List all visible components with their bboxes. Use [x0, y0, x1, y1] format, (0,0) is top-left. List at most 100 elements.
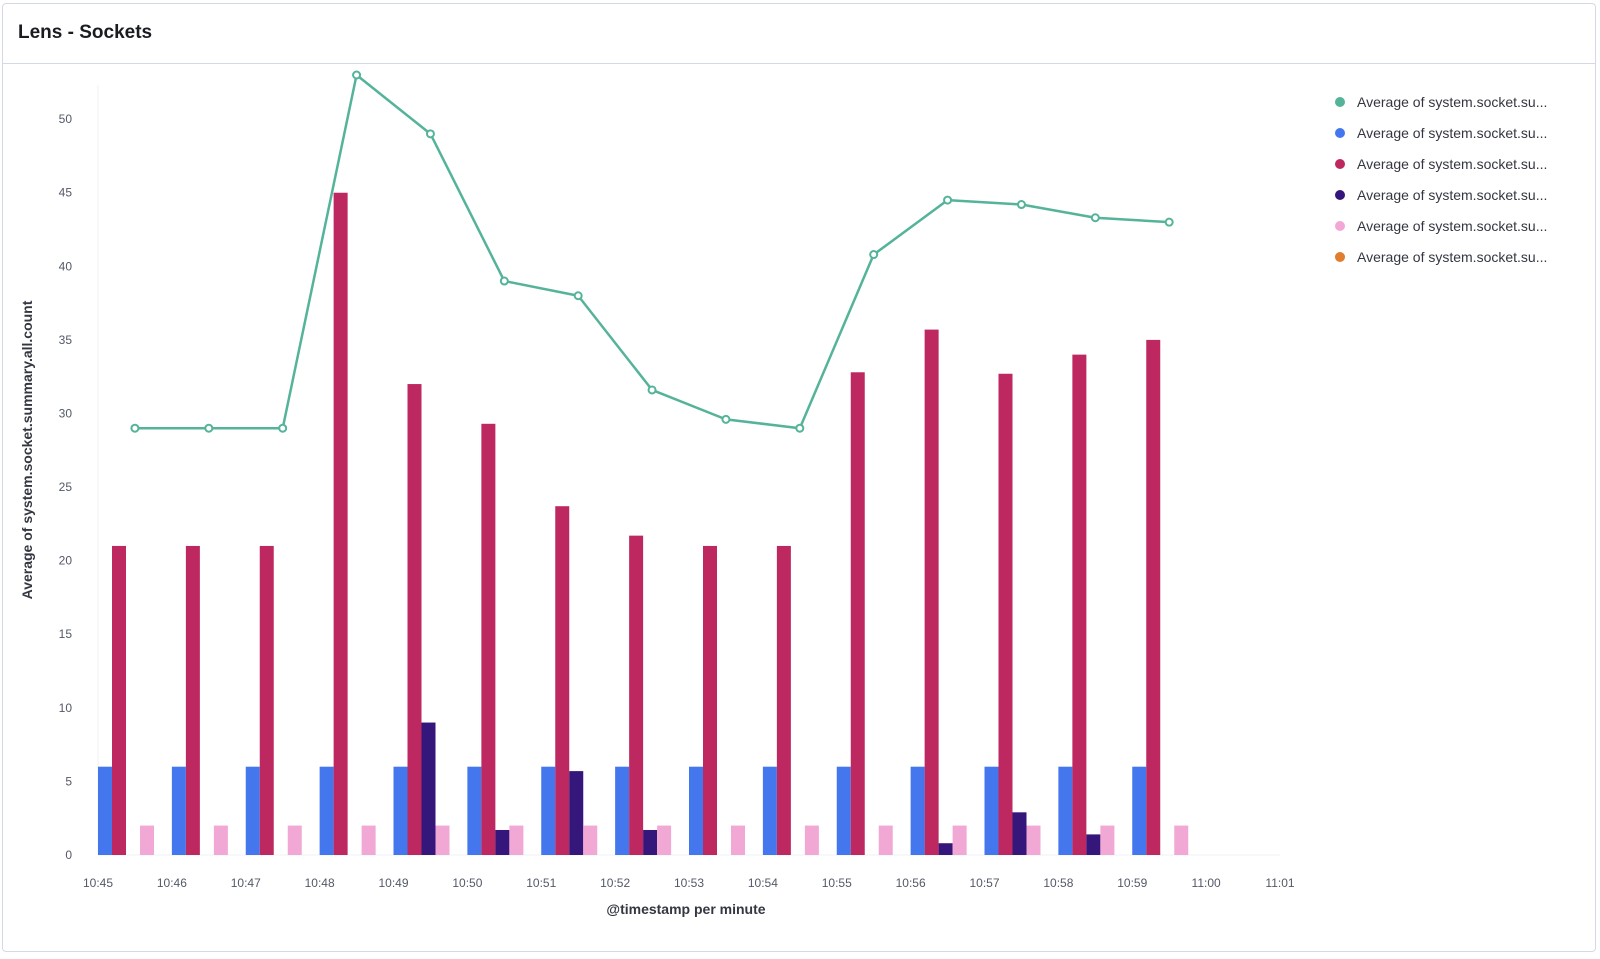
- x-tick-label: 10:46: [157, 876, 187, 890]
- bar-1058-series-4: [1086, 834, 1101, 855]
- x-tick-label: 10:57: [969, 876, 999, 890]
- bar-1046-series-3: [185, 545, 200, 855]
- x-tick-label: 10:49: [378, 876, 408, 890]
- bar-1054-series-3: [776, 545, 791, 855]
- line-point-1050: [499, 276, 509, 286]
- legend-label: Average of system.socket.su...: [1357, 124, 1548, 141]
- line-point-1057: [1016, 200, 1026, 210]
- bar-1055-series-3: [850, 372, 865, 855]
- legend-color-icon: [1335, 251, 1345, 262]
- line-point-1047: [278, 423, 288, 433]
- bar-1059-series-5: [1174, 825, 1189, 855]
- bar-1050-series-2: [467, 766, 482, 855]
- bar-1059-series-3: [1146, 339, 1161, 856]
- y-tick-label: 35: [59, 333, 73, 347]
- x-tick-label: 10:48: [305, 876, 335, 890]
- legend-item-3[interactable]: Average of system.socket.su...: [1335, 148, 1585, 179]
- legend-color-icon: [1335, 220, 1345, 231]
- bar-1056-series-3: [924, 329, 939, 855]
- bar-1048-series-2: [319, 766, 334, 855]
- bar-1045-series-5: [140, 825, 154, 855]
- bar-1053-series-2: [689, 766, 703, 855]
- legend-item-4[interactable]: Average of system.socket.su...: [1335, 179, 1585, 210]
- bar-1051-series-2: [541, 766, 556, 855]
- x-tick-label: 10:55: [822, 876, 852, 890]
- x-tick-label: 10:53: [674, 876, 704, 890]
- x-tick-label: 11:01: [1265, 876, 1294, 890]
- line-point-1059: [1164, 217, 1174, 227]
- legend-label: Average of system.socket.su...: [1357, 186, 1548, 203]
- bar-1048-series-3: [333, 192, 348, 856]
- x-tick-label: 10:54: [748, 876, 778, 890]
- line-point-1054: [795, 423, 805, 433]
- bar-1055-series-2: [836, 766, 851, 855]
- bar-1047-series-2: [245, 766, 260, 855]
- bar-1053-series-3: [703, 545, 717, 855]
- legend-item-1[interactable]: Average of system.socket.su...: [1335, 86, 1585, 117]
- x-tick-label: 10:58: [1043, 876, 1073, 890]
- line-point-1055: [869, 250, 879, 260]
- line-point-1056: [943, 195, 953, 205]
- y-tick-label: 30: [59, 406, 73, 420]
- x-tick-label: 10:50: [452, 876, 482, 890]
- line-point-1058: [1090, 213, 1100, 223]
- bar-1059-series-2: [1132, 766, 1147, 855]
- bar-1047-series-3: [259, 545, 274, 855]
- legend-color-icon: [1335, 96, 1345, 107]
- line-point-1051: [573, 291, 583, 301]
- x-tick-label: 11:00: [1192, 876, 1221, 890]
- line-point-1045: [130, 423, 140, 433]
- bar-1056-series-4: [938, 843, 953, 855]
- bar-1054-series-5: [804, 825, 819, 855]
- legend-label: Average of system.socket.su...: [1357, 93, 1548, 110]
- x-tick-label: 10:51: [526, 876, 556, 890]
- line-point-1048: [352, 70, 362, 80]
- bar-1053-series-5: [731, 825, 745, 855]
- bar-1047-series-5: [287, 825, 302, 855]
- legend-item-2[interactable]: Average of system.socket.su...: [1335, 117, 1585, 148]
- bar-1051-series-3: [555, 506, 570, 855]
- bar-1056-series-5: [952, 825, 967, 855]
- bar-1057-series-2: [984, 766, 999, 855]
- bar-1049-series-3: [407, 384, 422, 855]
- legend-item-6[interactable]: Average of system.socket.su...: [1335, 241, 1585, 272]
- bar-1058-series-2: [1058, 766, 1073, 855]
- y-tick-label: 20: [59, 554, 73, 568]
- y-tick-label: 25: [59, 480, 73, 494]
- x-tick-label: 10:47: [231, 876, 261, 890]
- line-point-1049: [425, 129, 435, 139]
- bar-1057-series-5: [1026, 825, 1041, 855]
- bar-1049-series-5: [435, 825, 450, 855]
- y-tick-label: 0: [65, 848, 72, 862]
- y-tick-label: 15: [59, 627, 73, 641]
- legend-color-icon: [1335, 158, 1345, 169]
- bar-1051-series-5: [583, 825, 598, 855]
- bar-1057-series-3: [998, 373, 1013, 855]
- bar-1055-series-5: [878, 825, 893, 855]
- chart-legend: Average of system.socket.su... Average of…: [1335, 86, 1585, 272]
- bar-1049-series-2: [393, 766, 408, 855]
- y-tick-label: 50: [59, 112, 73, 126]
- y-axis-title: Average of system.socket.summary.all.cou…: [19, 300, 35, 599]
- line-point-1052: [647, 385, 657, 395]
- bar-1058-series-3: [1072, 354, 1087, 855]
- bar-1049-series-4: [421, 722, 436, 855]
- panel-header: Lens - Sockets: [3, 4, 1595, 64]
- bar-1056-series-2: [910, 766, 925, 855]
- legend-color-icon: [1335, 127, 1345, 138]
- y-tick-label: 40: [59, 259, 73, 273]
- line-point-1053: [721, 414, 731, 424]
- legend-color-icon: [1335, 189, 1345, 200]
- bar-1045-series-3: [112, 545, 126, 855]
- bar-1046-series-2: [171, 766, 186, 855]
- y-tick-label: 10: [59, 701, 73, 715]
- legend-item-5[interactable]: Average of system.socket.su...: [1335, 210, 1585, 241]
- y-tick-label: 45: [59, 186, 73, 200]
- bar-1052-series-2: [615, 766, 630, 855]
- legend-label: Average of system.socket.su...: [1357, 217, 1548, 234]
- legend-label: Average of system.socket.su...: [1357, 155, 1548, 172]
- bar-1052-series-3: [629, 535, 644, 855]
- bar-1058-series-5: [1100, 825, 1115, 855]
- bar-1050-series-5: [509, 825, 524, 855]
